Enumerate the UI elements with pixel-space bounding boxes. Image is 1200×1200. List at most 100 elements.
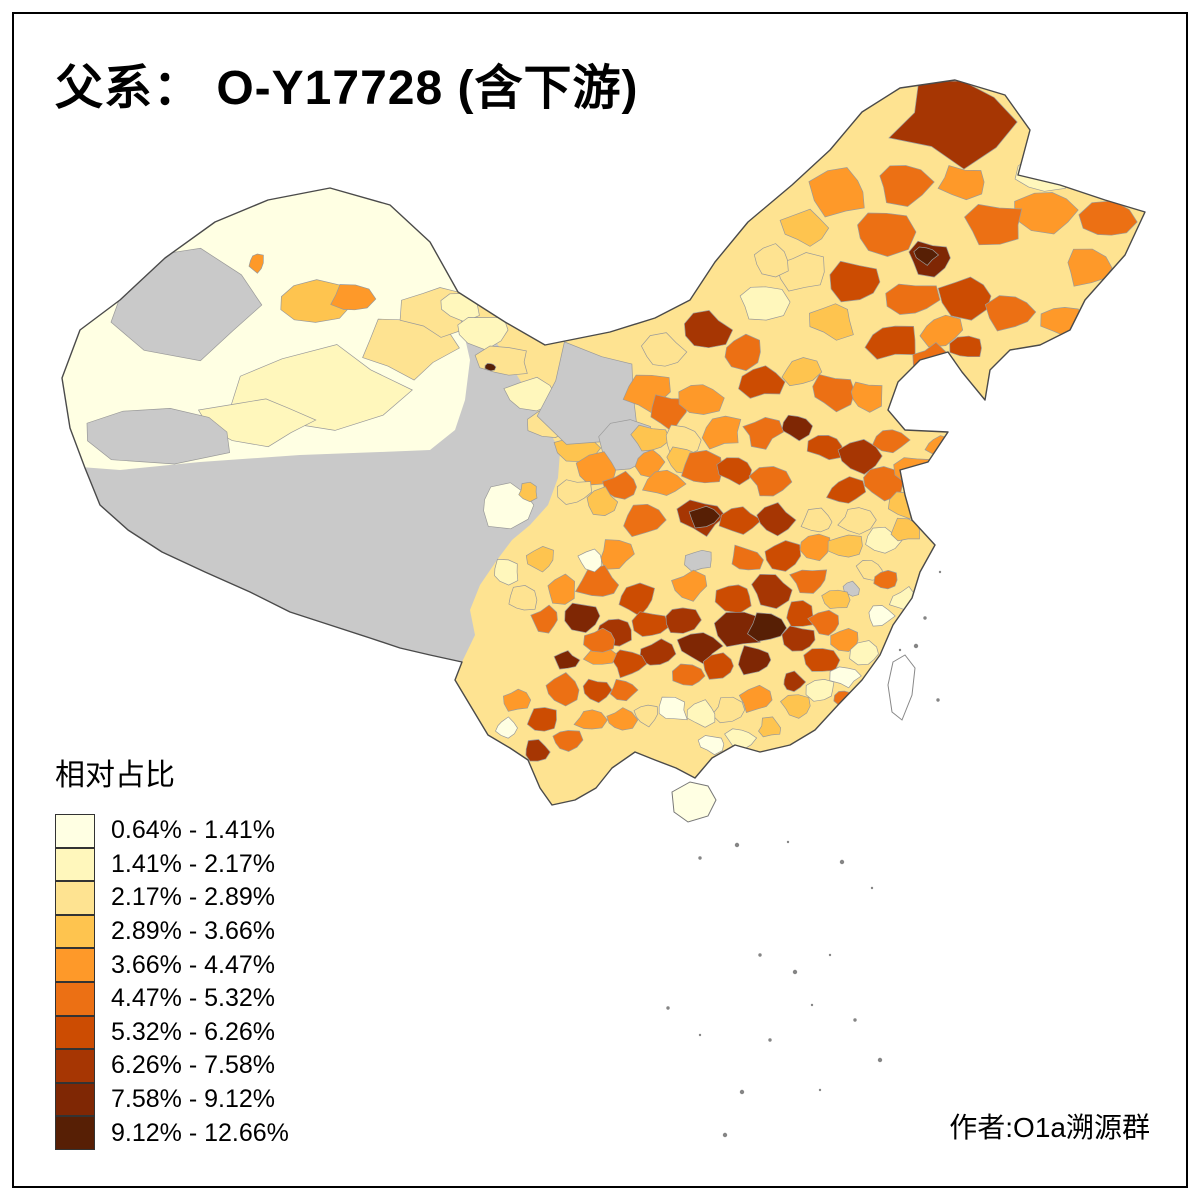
prefecture-region bbox=[738, 365, 786, 399]
prefecture-region bbox=[812, 374, 856, 413]
prefecture-region bbox=[552, 730, 584, 752]
prefecture-region bbox=[873, 570, 898, 590]
prefecture-region bbox=[633, 704, 659, 728]
prefecture-region bbox=[630, 424, 671, 452]
legend-label: 9.12% - 12.66% bbox=[111, 1118, 289, 1147]
prefecture-region bbox=[849, 640, 879, 666]
legend-row: 4.47% - 5.32% bbox=[55, 981, 289, 1016]
prefecture-region bbox=[872, 429, 911, 454]
prefecture-region bbox=[747, 612, 788, 642]
island-speck bbox=[877, 1057, 883, 1063]
prefecture-region bbox=[984, 295, 1037, 332]
prefecture-region bbox=[913, 246, 940, 266]
island-speck bbox=[913, 643, 919, 649]
prefecture-region bbox=[110, 247, 263, 362]
island-speck bbox=[818, 1088, 822, 1092]
prefecture-region bbox=[503, 688, 532, 712]
prefecture-region bbox=[610, 649, 648, 679]
prefecture-region bbox=[586, 486, 619, 516]
prefecture-region bbox=[807, 609, 840, 636]
prefecture-region bbox=[837, 507, 877, 535]
prefecture-region bbox=[525, 739, 551, 762]
island-speck bbox=[758, 953, 762, 957]
prefecture-region bbox=[739, 286, 791, 321]
prefecture-region bbox=[809, 303, 854, 341]
prefecture-region bbox=[574, 564, 620, 597]
legend-row: 7.58% - 9.12% bbox=[55, 1082, 289, 1117]
island-speck bbox=[810, 1003, 814, 1007]
prefecture-region bbox=[827, 534, 863, 558]
prefecture-region bbox=[602, 470, 637, 500]
island-speck bbox=[936, 698, 940, 702]
prefecture-region bbox=[582, 678, 613, 704]
prefecture-region bbox=[821, 589, 851, 609]
prefecture-region bbox=[753, 243, 789, 278]
prefecture-region bbox=[86, 408, 230, 465]
legend-rows: 0.64% - 1.41% 1.41% - 2.17% 2.17% - 2.89% 2… bbox=[55, 814, 289, 1150]
legend-label: 4.47% - 5.32% bbox=[111, 984, 275, 1013]
island-speck bbox=[839, 859, 845, 865]
prefecture-region bbox=[756, 502, 797, 537]
prefecture-region bbox=[864, 325, 916, 360]
legend-swatch bbox=[55, 1082, 95, 1117]
prefecture-region bbox=[800, 507, 833, 533]
prefecture-region bbox=[631, 611, 671, 637]
prefecture-region bbox=[937, 165, 985, 201]
legend-row: 6.26% - 7.58% bbox=[55, 1049, 289, 1083]
prefecture-region bbox=[751, 573, 793, 609]
prefecture-region bbox=[829, 666, 862, 689]
island-speck bbox=[923, 616, 927, 620]
legend-swatch bbox=[55, 1015, 95, 1050]
island-speck bbox=[938, 570, 942, 574]
prefecture-region bbox=[556, 479, 593, 505]
prefecture-region bbox=[806, 435, 844, 461]
prefecture-region bbox=[868, 605, 896, 627]
prefecture-region bbox=[783, 670, 807, 692]
prefecture-region bbox=[577, 548, 602, 573]
legend-label: 2.89% - 3.66% bbox=[111, 917, 275, 946]
prefecture-region bbox=[640, 332, 688, 367]
legend-label: 3.66% - 4.47% bbox=[111, 950, 275, 979]
prefecture-region bbox=[672, 663, 706, 686]
prefecture-region bbox=[665, 607, 702, 634]
prefecture-region bbox=[964, 204, 1023, 246]
prefecture-region bbox=[530, 604, 558, 634]
legend-swatch bbox=[55, 881, 95, 915]
prefecture-region bbox=[716, 457, 753, 486]
island-speck bbox=[898, 648, 902, 652]
legend-row: 0.64% - 1.41% bbox=[55, 814, 289, 848]
prefecture-region bbox=[711, 696, 746, 724]
prefecture-region bbox=[738, 684, 773, 713]
prefecture-region bbox=[1067, 248, 1113, 287]
island-speck bbox=[666, 1006, 670, 1010]
legend-row: 1.41% - 2.17% bbox=[55, 847, 289, 882]
prefecture-region bbox=[671, 569, 708, 602]
prefecture-region bbox=[781, 357, 823, 387]
prefecture-region bbox=[888, 80, 1018, 170]
prefecture-region bbox=[484, 363, 497, 372]
legend-label: 5.32% - 6.26% bbox=[111, 1017, 275, 1046]
legend-row: 2.17% - 2.89% bbox=[55, 881, 289, 915]
prefecture-region bbox=[742, 417, 785, 450]
taiwan-island bbox=[887, 654, 916, 721]
legend-row: 9.12% - 12.66% bbox=[55, 1116, 289, 1150]
prefecture-region bbox=[731, 544, 764, 571]
prefecture-region bbox=[718, 506, 763, 535]
legend-row: 3.66% - 4.47% bbox=[55, 948, 289, 982]
prefecture-region bbox=[618, 582, 656, 617]
prefecture-region bbox=[547, 573, 576, 605]
prefecture-region bbox=[803, 648, 841, 672]
island-speck bbox=[792, 969, 798, 975]
map-title: 父系： O-Y17728 (含下游) bbox=[55, 62, 639, 115]
island-speck bbox=[698, 856, 702, 860]
prefecture-region bbox=[684, 310, 734, 349]
prefecture-region bbox=[714, 584, 752, 614]
prefecture-region bbox=[583, 627, 616, 653]
legend-swatch bbox=[55, 814, 95, 848]
island-speck bbox=[768, 1038, 772, 1042]
prefecture-region bbox=[697, 735, 725, 756]
prefecture-region bbox=[573, 709, 608, 730]
island-speck bbox=[853, 1018, 857, 1022]
prefecture-region bbox=[600, 539, 635, 570]
